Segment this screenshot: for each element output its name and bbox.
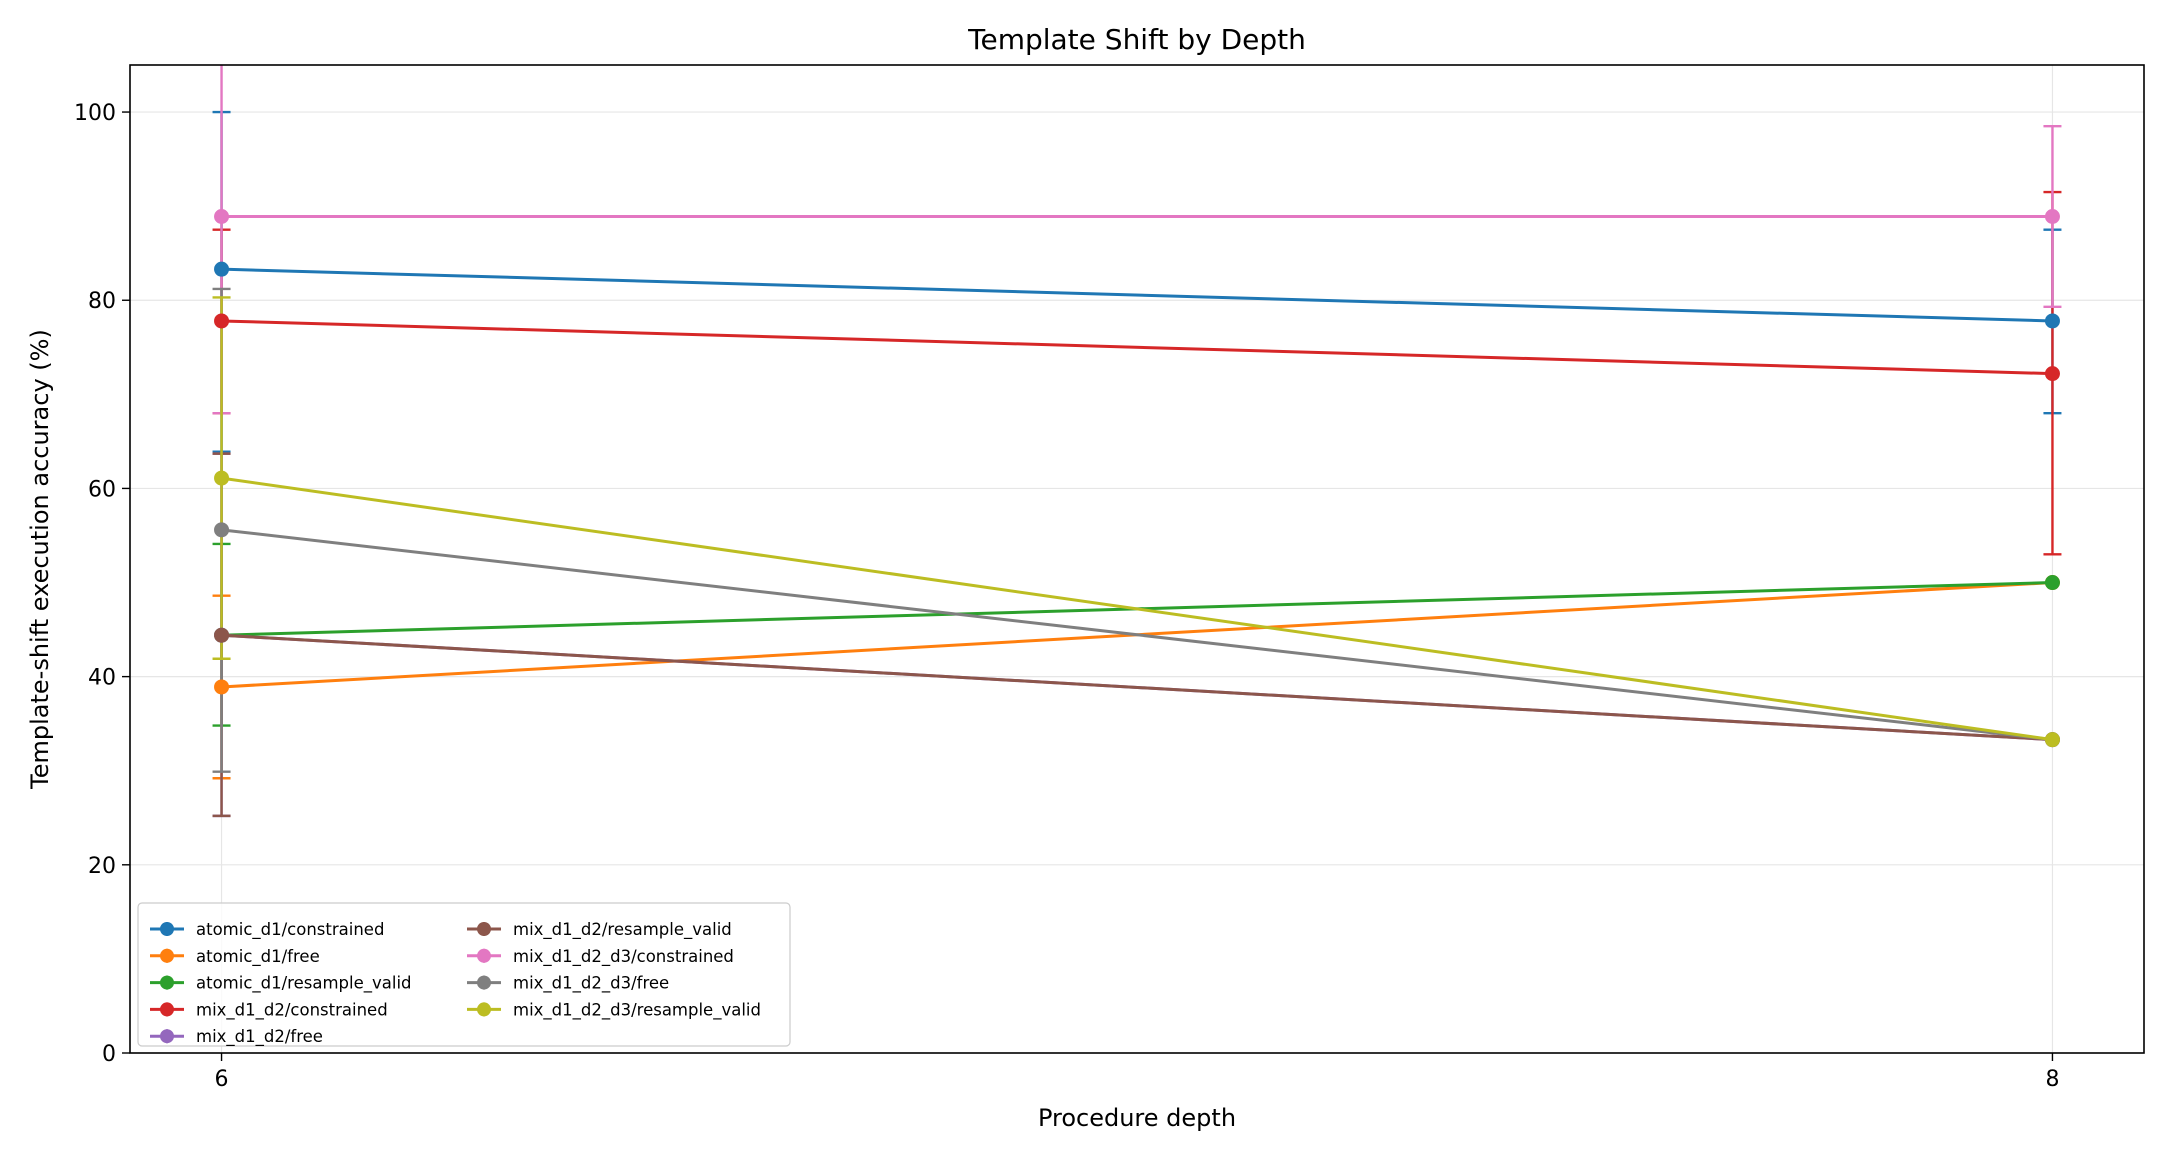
y-tick-label: 20 [88, 854, 116, 879]
data-point [214, 627, 230, 643]
legend-swatch-marker [160, 975, 174, 990]
legend-label: mix_d1_d2_d3/constrained [513, 947, 734, 967]
data-point [214, 313, 230, 329]
legend-label: mix_d1_d2/resample_valid [513, 920, 732, 940]
legend-label: atomic_d1/constrained [196, 920, 384, 940]
legend-swatch-marker [477, 922, 491, 936]
legend-swatch-marker [477, 948, 491, 963]
legend-swatch-marker [160, 948, 174, 963]
legend-entry: mix_d1_d2/constrained [150, 1000, 388, 1020]
legend-swatch-marker [160, 1029, 174, 1044]
legend-entry: mix_d1_d2/free [150, 1027, 323, 1047]
legend-entry: atomic_d1/resample_valid [150, 974, 412, 994]
legend-label: mix_d1_d2/constrained [196, 1000, 388, 1020]
data-point [214, 679, 230, 695]
legend-entry: mix_d1_d2_d3/resample_valid [467, 1000, 761, 1020]
data-point [2044, 575, 2060, 591]
legend-swatch-marker [160, 1002, 174, 1017]
legend-label: mix_d1_d2_d3/resample_valid [513, 1000, 761, 1020]
data-point [2044, 366, 2060, 382]
legend-entry: atomic_d1/constrained [150, 920, 384, 940]
series-layer [212, 65, 2062, 818]
x-axis-label: Procedure depth [1038, 1104, 1236, 1132]
y-tick-label: 100 [74, 101, 116, 126]
series-6 [214, 208, 2060, 224]
y-tick-label: 0 [102, 1042, 116, 1067]
legend-label: atomic_d1/resample_valid [196, 974, 412, 994]
legend-frame [137, 902, 791, 1047]
legend-entry: mix_d1_d2_d3/free [467, 974, 669, 994]
legend-swatch-marker [477, 1002, 491, 1017]
data-point [214, 470, 230, 486]
series-line [221, 319, 2053, 376]
y-tick-label: 40 [88, 666, 116, 691]
plot-frame [129, 64, 2145, 1054]
series-line [221, 633, 2053, 742]
x-tick-label: 8 [2045, 1067, 2059, 1092]
series-3 [214, 313, 2060, 382]
data-point [214, 208, 230, 224]
y-axis-ticks: 0 20 40 60 80 100 [74, 101, 130, 1067]
legend-label: mix_d1_d2_d3/free [513, 974, 669, 994]
series-0 [214, 261, 2060, 329]
legend-swatch-marker [477, 975, 491, 990]
series-line [221, 476, 2053, 742]
series-8 [214, 470, 2060, 748]
legend-entry: mix_d1_d2_d3/constrained [467, 947, 734, 967]
series-line [221, 528, 2053, 742]
data-point [2044, 208, 2060, 224]
y-tick-label: 80 [88, 289, 116, 314]
series-line [221, 267, 2053, 323]
legend: atomic_d1/constrained atomic_d1/freeatomi… [137, 902, 791, 1047]
legend-label: mix_d1_d2/free [196, 1027, 323, 1047]
y-tick-label: 60 [88, 477, 116, 502]
data-point [2044, 732, 2060, 748]
data-point [214, 522, 230, 538]
legend-label: atomic_d1/free [196, 947, 320, 967]
y-axis-label: Template-shift execution accuracy (%) [26, 329, 54, 790]
data-point [214, 261, 230, 277]
x-tick-label: 6 [215, 1067, 229, 1092]
legend-swatch-marker [160, 922, 174, 936]
data-point [2044, 313, 2060, 329]
chart-title: Template Shift by Depth [967, 23, 1306, 56]
legend-entry: mix_d1_d2/resample_valid [467, 920, 732, 940]
legend-entry: atomic_d1/free [150, 947, 320, 967]
